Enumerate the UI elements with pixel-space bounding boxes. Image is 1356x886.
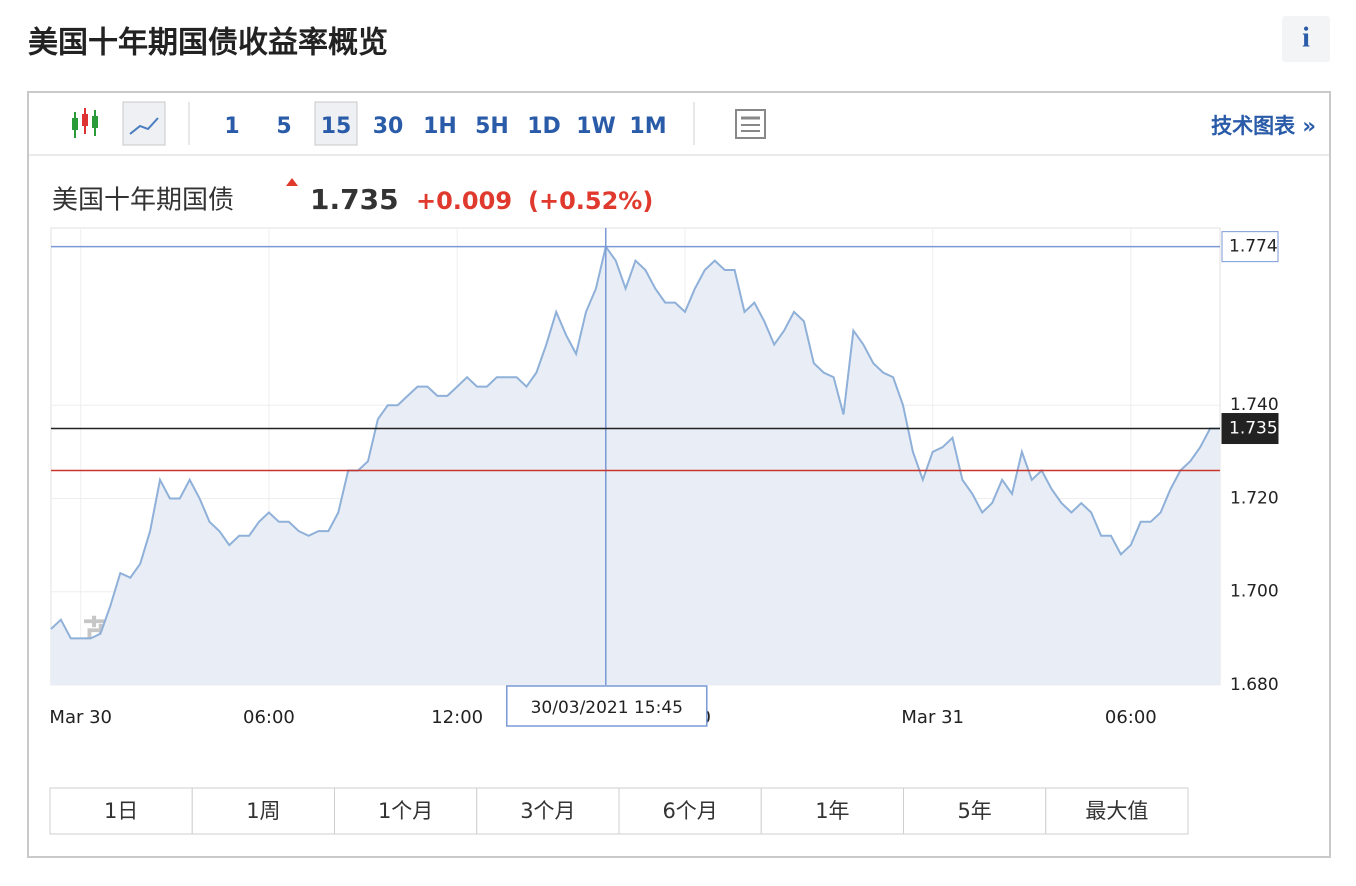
line-icon[interactable]: [122, 101, 166, 146]
interval-button[interactable]: 30: [373, 114, 404, 139]
x-tick-label: 06:00: [1105, 707, 1157, 728]
range-label: 1年: [815, 799, 849, 823]
quote-change: +0.009: [416, 187, 512, 215]
range-label: 1个月: [378, 799, 433, 823]
quote-name: 美国十年期国债: [52, 186, 234, 216]
range-label: 1周: [246, 799, 280, 823]
range-label: 3个月: [520, 799, 575, 823]
y-tick-label: 1.740: [1230, 395, 1279, 415]
interval-active: [314, 101, 358, 146]
line: [50, 244, 1220, 640]
panel: [27, 91, 1331, 858]
interval-button[interactable]: 15: [321, 114, 352, 139]
interval-button[interactable]: 1H: [423, 114, 457, 139]
quote-change-percent: (+0.52%): [528, 187, 653, 215]
interval-button[interactable]: 5H: [475, 114, 509, 139]
reference-label: 1.735: [1229, 419, 1278, 439]
y-tick-label: 1.700: [1230, 582, 1279, 602]
candle-icon[interactable]: [72, 108, 98, 138]
range-button[interactable]: [618, 787, 762, 835]
reference-label: 1.774: [1229, 237, 1278, 257]
page-title: 美国十年期国债收益率概览: [28, 26, 388, 61]
x-tick-label: 06:00: [243, 707, 295, 728]
tooltip-label: 30/03/2021 15:45: [531, 698, 683, 718]
range-button[interactable]: [476, 787, 620, 835]
range-label: 6个月: [662, 799, 717, 823]
tooltip-box: [506, 685, 708, 727]
technical-chart-link[interactable]: 技术图表 »: [1211, 114, 1316, 138]
interval-button[interactable]: 1M: [629, 114, 666, 139]
info-icon: i: [1302, 22, 1310, 53]
interval-button[interactable]: 5: [276, 114, 291, 139]
interval-button[interactable]: 1W: [576, 114, 616, 139]
range-button[interactable]: [49, 787, 193, 835]
range-button[interactable]: [191, 787, 335, 835]
news-icon[interactable]: [735, 109, 766, 139]
area: [51, 246, 1220, 685]
range-label: 1日: [104, 799, 138, 823]
x-tick-label: Mar 31: [901, 707, 964, 728]
reference-tag: [1221, 231, 1279, 263]
interval-button[interactable]: 1: [224, 114, 239, 139]
range-button[interactable]: [903, 787, 1047, 835]
quote-price: 1.735: [310, 183, 399, 216]
range-button[interactable]: [1045, 787, 1189, 835]
range-label: 最大值: [1085, 799, 1148, 823]
line-icon-glyph: [129, 117, 159, 135]
interval-button[interactable]: 1D: [527, 114, 561, 139]
x-tick-label: 12:00: [431, 707, 483, 728]
y-tick-label: 1.680: [1230, 675, 1279, 695]
y-tick-label: 1.720: [1230, 488, 1279, 508]
up-arrow: [286, 178, 298, 186]
range-label: 5年: [957, 799, 991, 823]
x-tick-label: Mar 30: [49, 707, 112, 728]
info-button[interactable]: [1282, 16, 1330, 62]
range-button[interactable]: [334, 787, 478, 835]
reference-tag: [1221, 413, 1279, 445]
